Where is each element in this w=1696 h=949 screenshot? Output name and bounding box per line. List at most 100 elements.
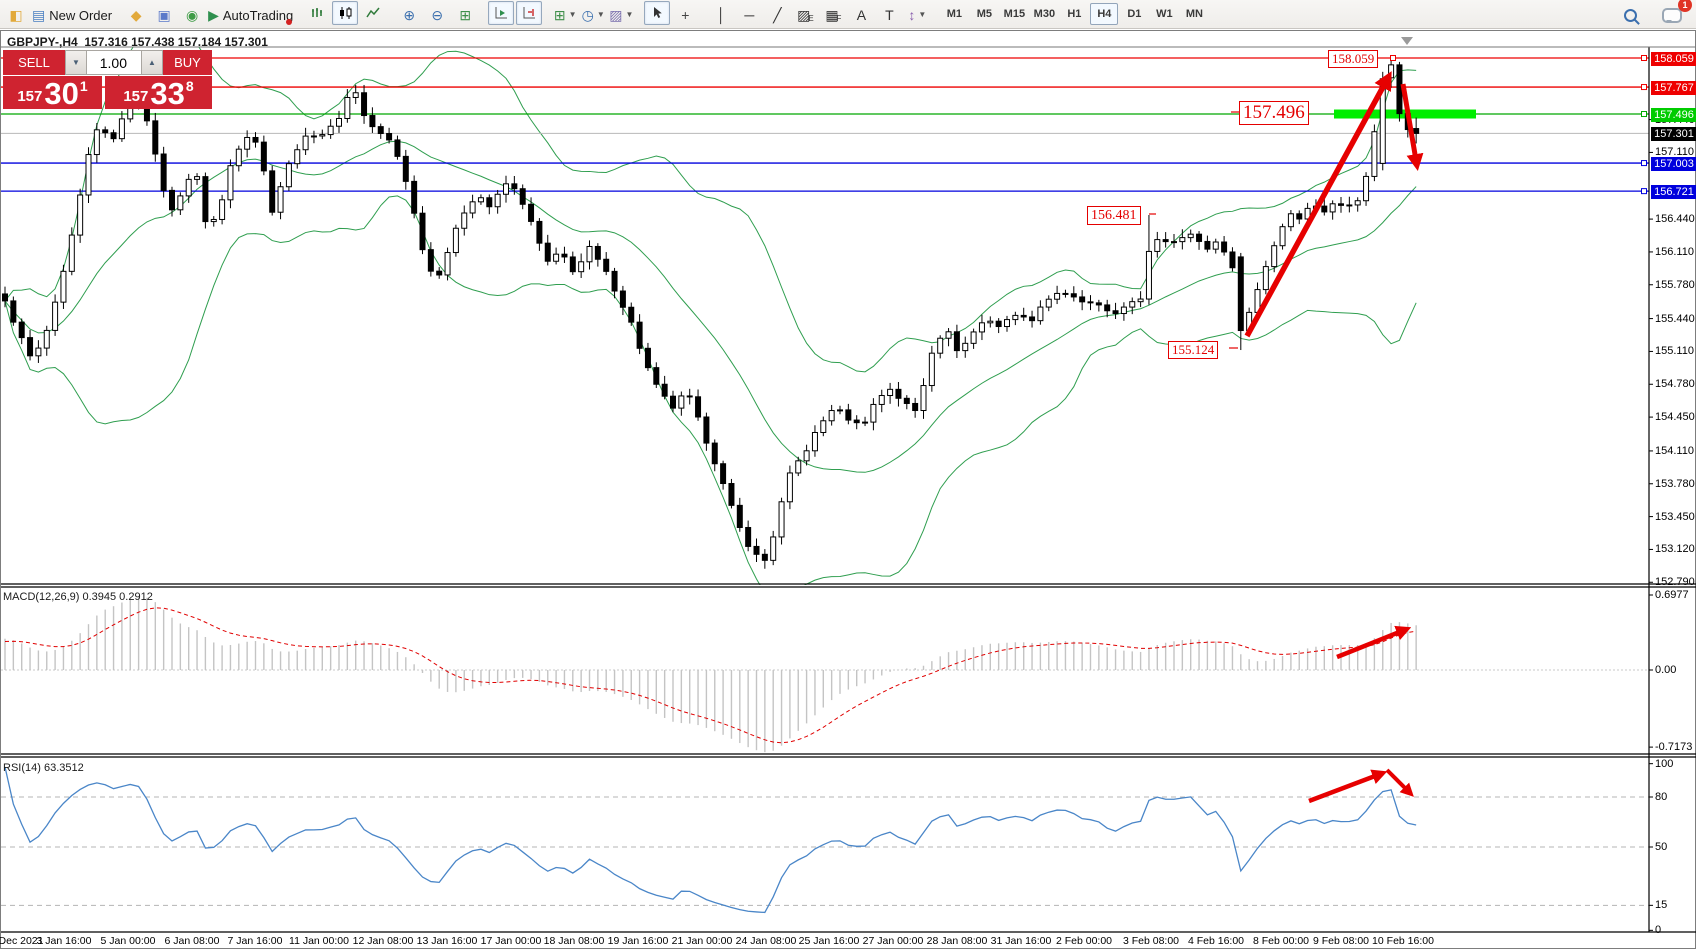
new-chart-icon: ⊞ <box>553 7 566 23</box>
tile-windows-button[interactable]: ⊞ <box>452 3 478 27</box>
price-annotation-155.124[interactable]: 155.124 <box>1168 341 1219 359</box>
equidistant-channel-button[interactable]: ▨ E <box>797 7 814 23</box>
search-button[interactable] <box>1617 3 1643 27</box>
one-click-trading-panel: SELL ▼ ▲ BUY 157 30 1 157 33 8 <box>3 50 212 109</box>
periods-button[interactable]: ◷ ▼ <box>580 3 606 27</box>
timeframe-button-mn[interactable]: MN <box>1185 8 1203 20</box>
price-tag-157.767: 157.767 <box>1651 81 1696 96</box>
text-label-button[interactable]: T <box>876 3 902 27</box>
price-axis-tick: 155.110 <box>1655 345 1694 358</box>
timeframe-button-m1[interactable]: M1 <box>946 8 963 20</box>
price-axis-tick: 154.110 <box>1655 444 1694 457</box>
macd-scale-label: 0.00 <box>1655 664 1677 676</box>
buy-price-prefix: 157 <box>123 88 149 105</box>
timeframe-button-m5[interactable]: M5 <box>976 8 993 20</box>
time-axis-label: 10 Feb 16:00 <box>1372 935 1434 947</box>
crosshair-icon: + <box>681 7 690 23</box>
buy-button[interactable]: BUY <box>163 50 212 75</box>
sell-button[interactable]: SELL <box>3 50 65 75</box>
rsi-scale-label: 50 <box>1655 841 1668 853</box>
time-axis-label: 5 Jan 00:00 <box>100 935 156 947</box>
timeframe-button-w1[interactable]: W1 <box>1156 8 1173 20</box>
new-order-icon: ▤ <box>32 7 46 23</box>
horizontal-line-button[interactable]: ─ <box>736 3 762 27</box>
time-axis-label: 24 Jan 08:00 <box>735 935 797 947</box>
new-chart-button[interactable]: ⊞ ▼ <box>552 3 578 27</box>
search-icon <box>1623 8 1637 22</box>
sell-price-sup: 1 <box>79 78 88 94</box>
webcast-icon-icon: ◉ <box>185 7 199 23</box>
time-axis-label: 6 Jan 08:00 <box>164 935 220 947</box>
package-icon-button[interactable]: ◆ <box>123 3 149 27</box>
price-axis-tick: 156.110 <box>1655 245 1694 258</box>
bar-chart-button[interactable] <box>304 1 330 25</box>
macd-scale-label: -0.7173 <box>1655 741 1693 754</box>
time-axis-label: Dec 2021 <box>0 935 44 947</box>
notification-badge: 1 <box>1678 0 1692 12</box>
price-tag-158.059: 158.059 <box>1651 52 1696 66</box>
timeframe-button-d1[interactable]: D1 <box>1127 8 1142 20</box>
market-watch-icon-button[interactable]: ▣ <box>151 3 177 27</box>
zoom-out-button[interactable]: ⊖ <box>424 3 450 27</box>
text-button[interactable]: A <box>848 3 874 27</box>
price-annotation-157.496[interactable]: 157.496 <box>1239 101 1309 125</box>
notifications-button[interactable]: 1 <box>1659 0 1692 27</box>
new-order-button[interactable]: ▤ New Order <box>31 3 113 27</box>
buy-price-big: 33 <box>150 76 185 111</box>
timeframe-button-m30[interactable]: M30 <box>1033 8 1056 20</box>
candlestick-chart-button[interactable] <box>332 1 359 25</box>
crosshair-button[interactable]: + <box>672 3 698 27</box>
timeframe-button-h4[interactable]: H4 <box>1090 3 1119 25</box>
time-axis-label: 19 Jan 16:00 <box>607 935 669 947</box>
fibonacci-button[interactable]: ▦ F <box>825 7 842 23</box>
time-axis-label: 7 Jan 16:00 <box>227 935 283 947</box>
price-axis-tick: 153.780 <box>1655 477 1695 490</box>
webcast-icon-button[interactable]: ◉ <box>179 3 205 27</box>
rsi-scale-label: 80 <box>1655 791 1668 803</box>
zoom-in-icon: ⊕ <box>403 7 416 23</box>
tile-windows-icon: ⊞ <box>459 7 472 23</box>
chart-window: GBPJPY-,H4 157.316 157.438 157.184 157.3… <box>0 30 1696 949</box>
toolbar-buttons: ◧ ▤ New Order ◆ ▣ ◉ ▶ AutoTrading ⊕ ⊖ ⊞ ⊞ ▼ ◷ ▼ ▨ ▼ + │ ─ ╱ ▨… <box>2 1 939 27</box>
price-axis-tick: 153.450 <box>1655 510 1695 523</box>
time-axis-label: 25 Jan 16:00 <box>798 935 860 947</box>
line-chart-button[interactable] <box>360 1 386 25</box>
window-fragment-icon: ◧ <box>9 7 23 23</box>
new-order-button-label: New Order <box>49 7 113 23</box>
sell-price-prefix: 157 <box>17 88 43 105</box>
auto-scroll-button[interactable] <box>488 1 515 25</box>
time-axis-label: 11 Jan 00:00 <box>289 935 349 947</box>
cursor-button[interactable] <box>644 1 671 25</box>
volume-input[interactable] <box>87 50 141 75</box>
timeframe-button-m15[interactable]: M15 <box>1003 8 1026 20</box>
volume-increase-button[interactable]: ▲ <box>141 50 163 75</box>
time-axis-label: 28 Jan 08:00 <box>926 935 988 947</box>
text-icon: A <box>856 7 867 23</box>
autotrading-button[interactable]: ▶ AutoTrading <box>207 3 294 27</box>
sell-price-big: 30 <box>44 76 79 111</box>
package-icon-icon: ◆ <box>130 7 142 23</box>
sell-price[interactable]: 157 30 1 <box>3 76 102 109</box>
time-axis-label: 31 Jan 16:00 <box>990 935 1052 947</box>
time-axis-label: 13 Jan 16:00 <box>416 935 478 947</box>
rsi-indicator-label: RSI(14) 63.3512 <box>3 762 84 774</box>
templates-button[interactable]: ▨ ▼ <box>608 3 634 27</box>
timeframe-button-h1[interactable]: H1 <box>1067 8 1082 20</box>
rsi-scale-label: 15 <box>1655 899 1668 912</box>
zoom-in-button[interactable]: ⊕ <box>396 3 422 27</box>
price-annotation-156.481[interactable]: 156.481 <box>1087 206 1141 225</box>
price-axis-tick: 152.790 <box>1655 576 1695 589</box>
arrows-button[interactable]: ↕ ▼ <box>904 3 930 27</box>
time-axis-label: 18 Jan 08:00 <box>543 935 605 947</box>
autotrading-button-label: AutoTrading <box>222 7 294 23</box>
price-annotation-158.059[interactable]: 158.059 <box>1328 50 1379 68</box>
time-axis-label: 2 Feb 00:00 <box>1055 935 1113 947</box>
volume-decrease-button[interactable]: ▼ <box>65 50 87 75</box>
chevron-down-icon: ▼ <box>625 10 634 19</box>
chart-shift-button[interactable] <box>516 1 543 25</box>
chevron-down-icon: ▼ <box>568 10 577 19</box>
vertical-line-button[interactable]: │ <box>708 3 734 27</box>
price-axis-tick: 155.440 <box>1655 312 1695 325</box>
trendline-button[interactable]: ╱ <box>764 3 790 27</box>
buy-price[interactable]: 157 33 8 <box>105 76 212 109</box>
